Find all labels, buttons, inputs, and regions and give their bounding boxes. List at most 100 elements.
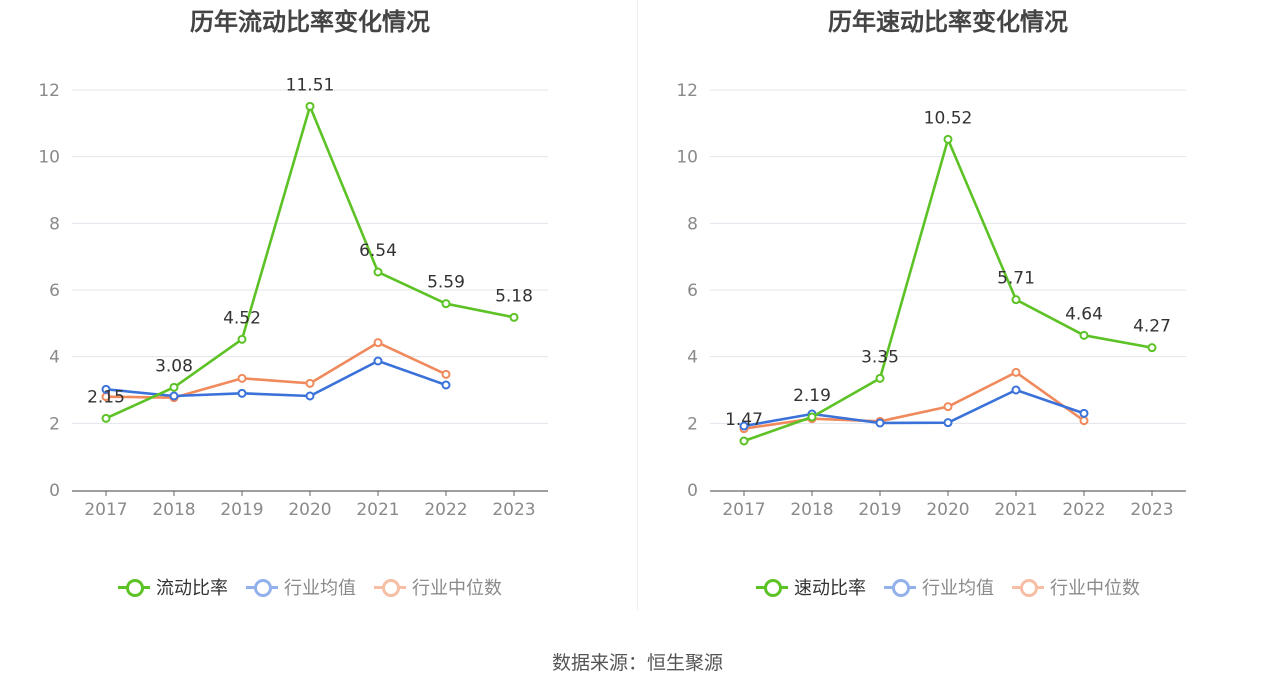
data-label: 2.15 (87, 387, 125, 407)
y-tick-label: 10 (38, 148, 60, 168)
data-point[interactable] (169, 391, 179, 401)
data-point[interactable] (169, 382, 179, 392)
data-point[interactable] (875, 373, 885, 383)
data-point[interactable] (305, 378, 315, 388)
y-tick-label: 8 (687, 214, 698, 234)
legend-item[interactable]: 行业均值 (246, 574, 356, 600)
legend-label: 行业中位数 (1050, 578, 1140, 599)
quick-ratio-panel: 历年速动比率变化情况 0 2 4 6 8 10 12 2017 2018 2019 2020 2021… (638, 0, 1275, 610)
data-label: 3.35 (861, 347, 899, 367)
chart-title: 历年速动比率变化情况 (828, 8, 1068, 36)
data-point[interactable] (807, 412, 817, 422)
data-point[interactable] (739, 436, 749, 446)
legend-label: 行业均值 (284, 578, 356, 599)
series-line (105, 359, 447, 398)
data-point[interactable] (943, 134, 953, 144)
legend-swatch-icon (118, 579, 150, 597)
quick-ratio-chart: 0 2 4 6 8 10 12 2017 2018 2019 2020 2021 2022 2023 1.4… (676, 81, 1186, 520)
legend-item[interactable]: 行业中位数 (1012, 574, 1140, 600)
x-tick-label: 2020 (926, 500, 969, 520)
legend-item[interactable]: 速动比率 (756, 574, 866, 600)
data-point[interactable] (943, 402, 953, 412)
data-point[interactable] (1147, 343, 1157, 353)
data-point[interactable] (305, 391, 315, 401)
y-tick-label: 2 (49, 414, 60, 434)
data-point[interactable] (441, 380, 451, 390)
x-tick-label: 2019 (858, 500, 901, 520)
x-tick-label: 2019 (220, 500, 263, 520)
data-label: 2.19 (793, 386, 831, 406)
panel-divider (637, 0, 638, 610)
data-label: 3.08 (155, 356, 193, 376)
legend-swatch-icon (374, 579, 406, 597)
data-point[interactable] (875, 418, 885, 428)
legend: 速动比率 行业均值 行业中位数 (638, 574, 1258, 600)
data-point[interactable] (373, 356, 383, 366)
data-point[interactable] (509, 312, 519, 322)
data-point[interactable] (101, 384, 111, 394)
current-ratio-panel: 历年流动比率变化情况 0 2 4 6 8 10 12 2017 2018 2019 2020 2021… (0, 0, 637, 610)
x-tick-label: 2023 (1130, 500, 1173, 520)
data-point[interactable] (1079, 408, 1089, 418)
legend-item[interactable]: 行业中位数 (374, 574, 502, 600)
data-label: 10.52 (924, 108, 973, 128)
legend-label: 速动比率 (794, 578, 866, 599)
data-label: 4.52 (223, 308, 261, 328)
series-line (743, 388, 1085, 428)
x-tick-label: 2018 (152, 500, 195, 520)
y-tick-label: 12 (38, 81, 60, 101)
data-label: 5.18 (495, 286, 533, 306)
data-point[interactable] (441, 299, 451, 309)
y-tick-label: 6 (687, 281, 698, 301)
data-point[interactable] (1011, 367, 1021, 377)
data-label: 1.47 (725, 410, 763, 430)
data-label: 11.51 (286, 75, 335, 95)
chart-title: 历年流动比率变化情况 (190, 8, 430, 36)
y-tick-label: 8 (49, 214, 60, 234)
x-tick-label: 2021 (356, 500, 399, 520)
current-ratio-chart: 0 2 4 6 8 10 12 2017 2018 2019 2020 2021 2022 2023 2.1… (38, 75, 548, 520)
x-tick-label: 2018 (790, 500, 833, 520)
data-point[interactable] (305, 101, 315, 111)
data-point[interactable] (373, 338, 383, 348)
data-point[interactable] (739, 421, 749, 431)
x-tick-label: 2022 (424, 500, 467, 520)
y-tick-label: 2 (687, 414, 698, 434)
data-point[interactable] (237, 388, 247, 398)
y-tick-label: 0 (49, 481, 60, 501)
data-point[interactable] (943, 418, 953, 428)
data-point[interactable] (1011, 295, 1021, 305)
legend-item[interactable]: 流动比率 (118, 574, 228, 600)
x-tick-label: 2017 (722, 500, 765, 520)
legend-label: 行业中位数 (412, 578, 502, 599)
data-point[interactable] (373, 267, 383, 277)
legend-label: 行业均值 (922, 578, 994, 599)
x-tick-label: 2017 (84, 500, 127, 520)
data-point[interactable] (1079, 330, 1089, 340)
data-label: 6.54 (359, 241, 397, 261)
series-line (105, 341, 447, 399)
y-tick-label: 10 (676, 148, 698, 168)
y-tick-label: 4 (687, 348, 698, 368)
data-point[interactable] (441, 369, 451, 379)
data-point[interactable] (1079, 416, 1089, 426)
y-tick-label: 4 (49, 348, 60, 368)
data-label: 4.64 (1065, 304, 1103, 324)
legend: 流动比率 行业均值 行业中位数 (0, 574, 620, 600)
data-label: 5.59 (427, 273, 465, 293)
legend-swatch-icon (1012, 579, 1044, 597)
x-tick-label: 2020 (288, 500, 331, 520)
data-point[interactable] (1011, 385, 1021, 395)
data-point[interactable] (237, 334, 247, 344)
legend-item[interactable]: 行业均值 (884, 574, 994, 600)
legend-swatch-icon (246, 579, 278, 597)
y-tick-label: 0 (687, 481, 698, 501)
data-point[interactable] (101, 413, 111, 423)
x-tick-label: 2021 (994, 500, 1037, 520)
data-source: 数据来源：恒生聚源 (551, 652, 723, 674)
legend-swatch-icon (756, 579, 788, 597)
data-point[interactable] (237, 373, 247, 383)
data-label: 5.71 (997, 269, 1035, 289)
legend-swatch-icon (884, 579, 916, 597)
x-tick-label: 2022 (1062, 500, 1105, 520)
